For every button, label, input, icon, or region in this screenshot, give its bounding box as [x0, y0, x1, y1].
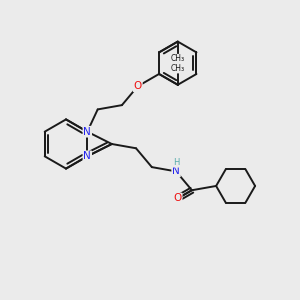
- Text: CH₃: CH₃: [171, 64, 185, 73]
- Text: N: N: [172, 167, 180, 176]
- Text: N: N: [83, 151, 91, 161]
- Text: H: H: [173, 158, 179, 167]
- Text: O: O: [173, 194, 182, 203]
- Text: O: O: [134, 81, 142, 91]
- Text: N: N: [83, 127, 91, 137]
- Text: CH₃: CH₃: [171, 55, 185, 64]
